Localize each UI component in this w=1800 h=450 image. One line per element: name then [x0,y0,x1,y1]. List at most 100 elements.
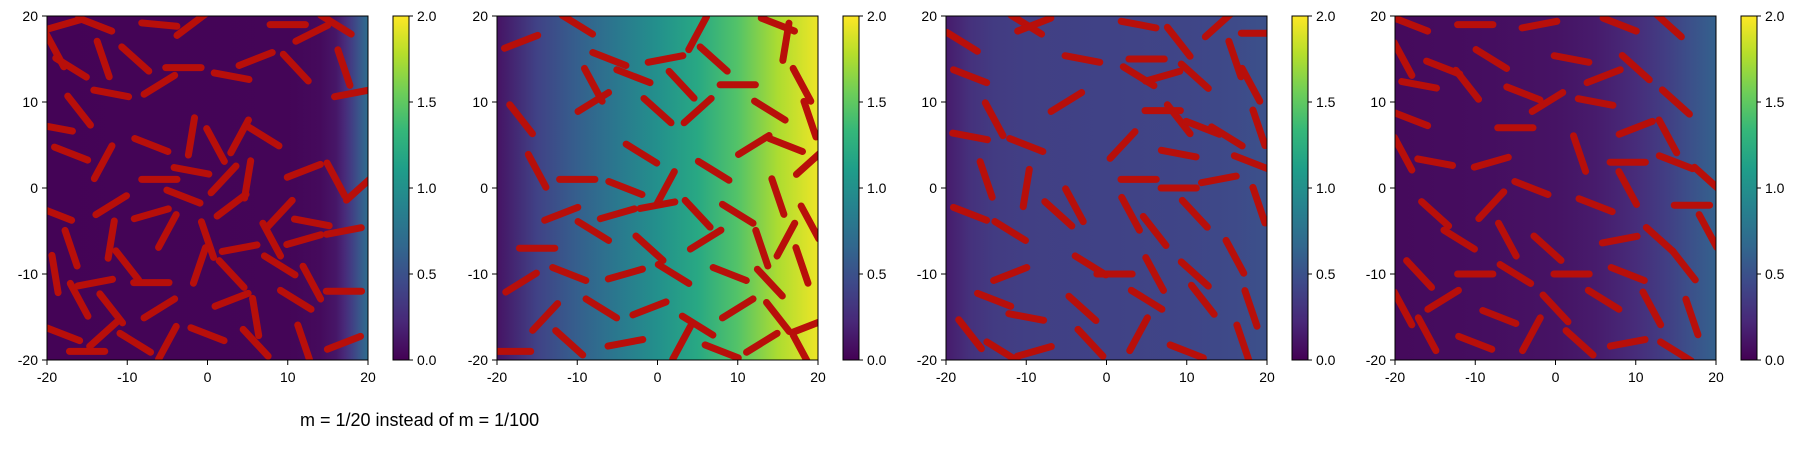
x-tick-label: -10 [567,369,587,385]
rod [52,54,90,81]
y-tick-label: 0 [480,180,488,196]
rod [211,289,252,310]
rod [1695,211,1716,251]
rod [552,327,587,359]
rod [170,164,213,178]
rod [1403,257,1436,291]
panel-2: -20 -10 0 10 20 -20 -10 0 10 20 0.0 0.5 1.0 1.5 2.0 [468,8,887,385]
colorbar-tick-label: 0.5 [1316,266,1336,282]
rod [654,261,693,287]
rod [138,19,181,30]
rod [752,226,772,270]
rod [751,97,789,124]
rod [130,205,172,223]
rod [718,200,757,227]
x-tick-label: 10 [730,369,746,385]
rod [640,94,675,127]
y-tick-label: -20 [1366,352,1386,368]
rod [1395,16,1432,35]
rod [1197,172,1240,187]
rod [259,219,285,260]
rod [1061,52,1104,66]
y-tick-label: -20 [917,352,937,368]
rod [342,176,368,204]
rod [1414,314,1440,355]
rod [765,135,806,155]
rod [1496,261,1535,287]
rod [789,331,811,360]
rod [1062,185,1087,226]
colorbar-tick-label: 2.0 [1765,8,1785,24]
colorbar-tick-label: 2.0 [417,8,437,24]
rod [524,150,550,191]
rod [1249,183,1267,227]
rod [244,123,283,150]
rod [983,338,1021,360]
rod [187,324,228,345]
x-tick-label: 10 [1179,369,1195,385]
rod [299,262,325,303]
rod [197,218,218,261]
colorbar-tick-label: 1.5 [867,94,887,110]
rod [112,247,143,284]
rod [1414,155,1457,169]
rod [709,264,750,284]
y-tick-label: 20 [472,8,488,24]
x-tick-label: 20 [360,369,376,385]
rod [90,86,133,101]
panel-3: -20 -10 0 10 20 -20 -10 0 10 20 0.0 0.5 1.0 1.5 2.0 [917,8,1336,385]
rod [47,122,76,135]
rod [1222,236,1248,277]
rod [779,19,793,64]
rod [218,241,261,255]
rod [763,299,793,335]
rod [1642,223,1677,256]
rod [596,205,638,223]
rod [1074,325,1107,360]
rod [1014,16,1055,35]
rod [1607,264,1648,284]
y-tick-label: -20 [468,352,488,368]
rod [718,295,757,322]
rod [694,157,733,184]
rod [1019,165,1033,211]
rod [1606,336,1649,350]
colorbar-tick-label: 0.0 [867,352,887,368]
rod [213,190,250,220]
rod [735,132,773,158]
rod [529,300,562,334]
rod [215,257,248,291]
colorbar-tick-label: 2.0 [867,8,887,24]
rod [334,46,354,89]
rod [47,206,76,224]
rod [173,16,209,39]
rod [1570,132,1590,175]
x-tick-label: -10 [1016,369,1036,385]
rod [203,125,228,165]
rod [90,142,116,183]
rod [155,211,180,251]
rod [753,265,786,300]
rod [574,218,613,244]
rod [1503,83,1544,104]
x-tick-label: 10 [1628,369,1644,385]
rod [686,226,725,253]
rod [1139,213,1170,249]
rod [1424,286,1462,313]
rod [1118,193,1143,234]
rod [949,66,991,87]
x-tick-label: 20 [810,369,826,385]
rod [773,219,799,260]
caption: m = 1/20 instead of m = 1/100 [300,410,540,430]
colorbar-tick-label: 1.5 [1765,94,1785,110]
rod [131,135,172,155]
rod [1539,291,1572,326]
colorbar [842,15,860,361]
x-tick-label: 20 [1708,369,1724,385]
rod [1440,226,1478,253]
rod [681,196,714,231]
rod [1142,254,1167,294]
x-tick-label: 0 [654,369,662,385]
rod [1528,89,1567,115]
rod [678,312,717,339]
